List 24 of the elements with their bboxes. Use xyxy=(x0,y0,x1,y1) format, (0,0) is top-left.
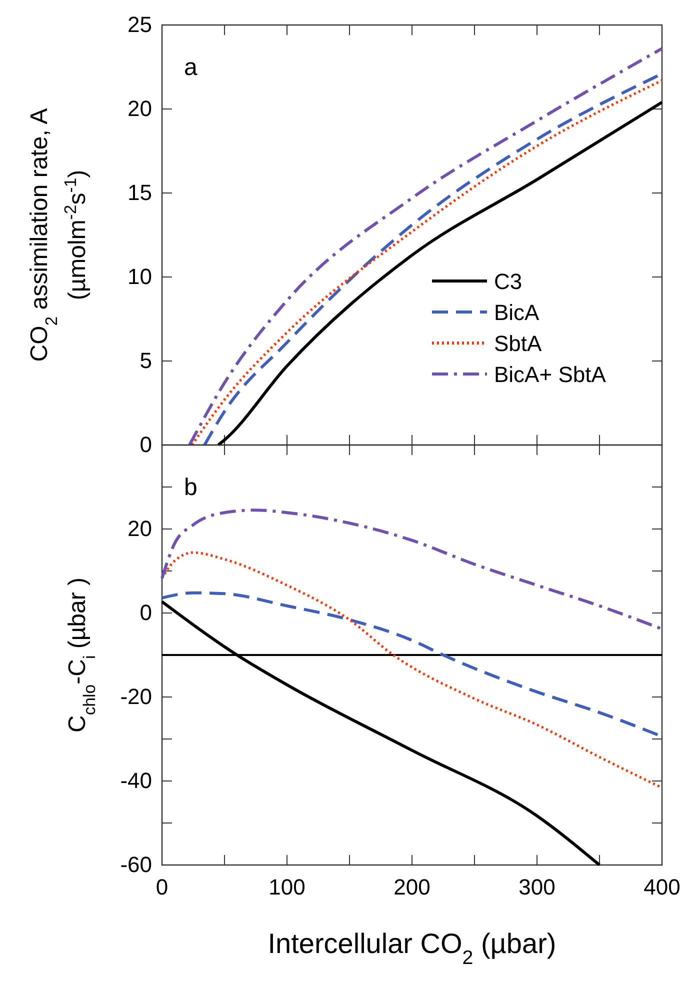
y-tick-label: 5 xyxy=(140,348,152,374)
x-tick-label: 0 xyxy=(156,874,168,900)
y-tick-label: 20 xyxy=(128,516,152,542)
y-tick-label: 0 xyxy=(140,600,152,626)
annotation: a xyxy=(184,54,198,81)
annotation: b xyxy=(184,474,198,501)
legend-label: BicA+ SbtA xyxy=(494,362,606,387)
x-tick-label: 400 xyxy=(644,874,680,900)
y-tick-label: -40 xyxy=(120,768,152,794)
y-tick-label: -60 xyxy=(120,852,152,878)
y-tick-label: 25 xyxy=(128,12,152,38)
legend-label: SbtA xyxy=(494,331,542,356)
x-axis-title: Intercellular CO$_{2}$ (µbar) xyxy=(268,928,556,969)
x-tick-label: 200 xyxy=(394,874,430,900)
line-series xyxy=(160,508,664,630)
y-tick-label: 20 xyxy=(128,96,152,122)
legend-label: C3 xyxy=(494,269,522,294)
y-tick-label: -20 xyxy=(120,684,152,710)
y-tick-label: 0 xyxy=(140,432,152,458)
legend-label: BicA xyxy=(494,300,540,325)
y-tick-label: 15 xyxy=(128,180,152,206)
x-tick-label: 100 xyxy=(268,874,306,900)
y-tick-label: 10 xyxy=(128,264,152,290)
x-tick-label: 300 xyxy=(518,874,556,900)
